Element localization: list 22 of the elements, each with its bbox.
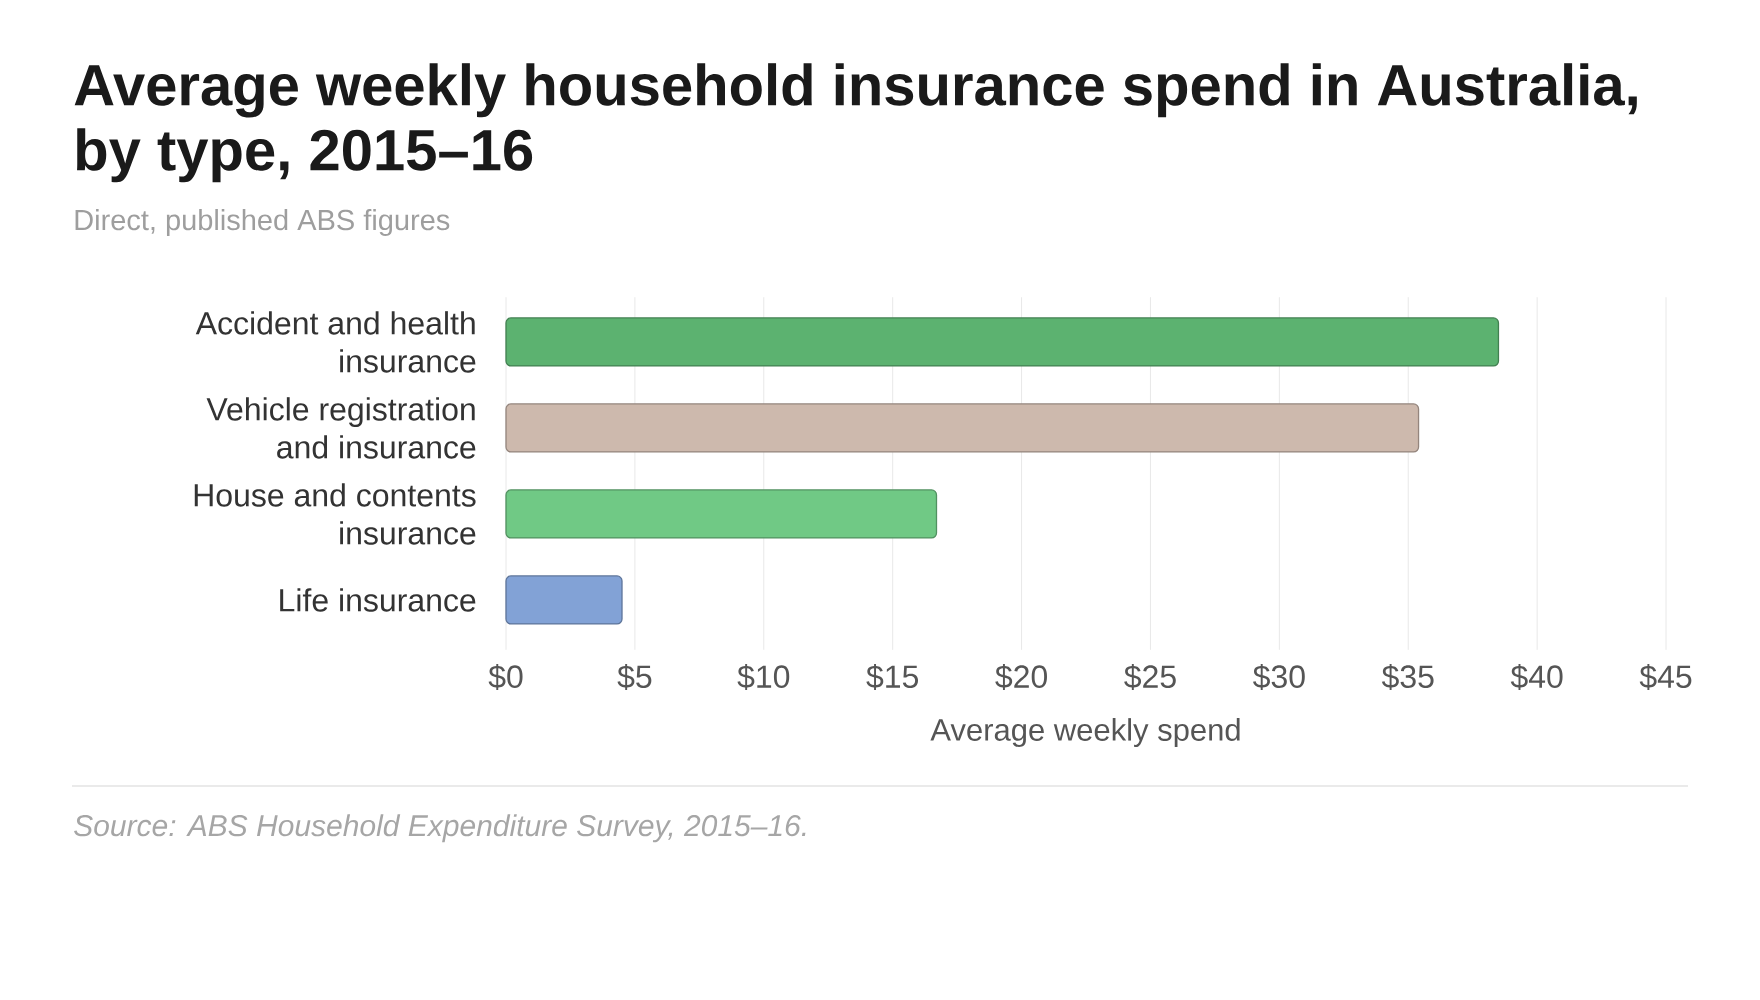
x-tick-label: $15 [866, 664, 919, 690]
x-tick-label: $5 [617, 664, 652, 690]
source-note: Source: ABS Household Expenditure Survey, 2015–16. [74, 814, 806, 843]
text: Direct, published ABS figures [75, 208, 450, 237]
x-tick-label: $10 [737, 664, 790, 690]
x-tick-label: $20 [995, 664, 1047, 690]
bar [505, 489, 938, 539]
x-tick-label: $40 [1510, 664, 1563, 690]
x-tick-label: $35 [1381, 664, 1434, 690]
x-axis-title: Average weekly spend [930, 718, 1240, 748]
y-tick-label: House and contents insurance [194, 483, 476, 545]
x-tick-label: $30 [1252, 664, 1305, 690]
y-tick-label: Accident and health insurance [195, 311, 476, 373]
x-tick-label: $45 [1639, 664, 1692, 690]
bar [505, 575, 623, 625]
x-tick-label: $25 [1124, 664, 1176, 690]
y-tick-label: Life insurance [280, 588, 476, 612]
bar [505, 403, 1420, 453]
x-tick-label: $0 [488, 664, 523, 690]
chart-title: Average weekly household insurance spend in Australia, by type, 2015–16 [74, 63, 1637, 183]
y-tick-label: Vehicle registration and insurance [206, 397, 476, 459]
bar [505, 317, 1500, 367]
